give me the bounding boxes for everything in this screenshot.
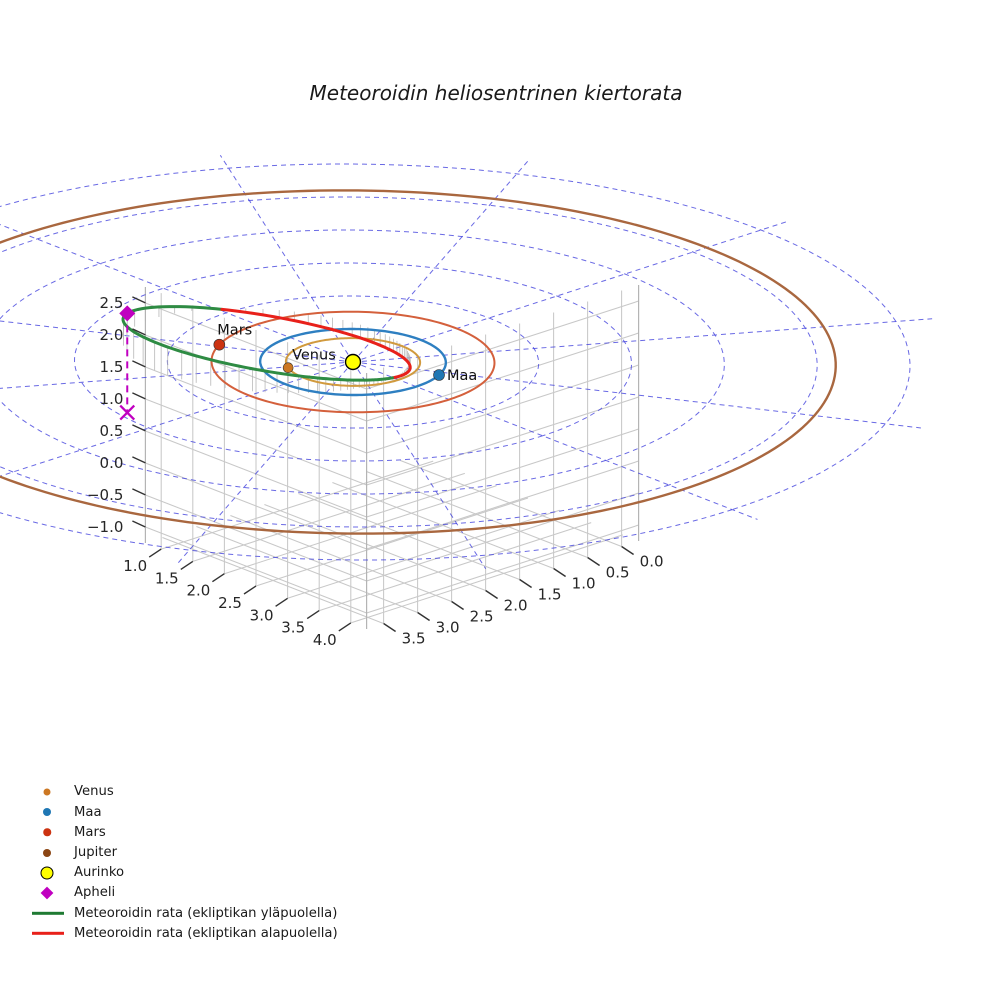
legend-marker-icon	[30, 863, 74, 883]
z-tick-2.0: 2.0	[100, 326, 124, 344]
z-tick--0.5: −0.5	[87, 486, 123, 504]
legend-item-maa[interactable]: Maa	[30, 802, 370, 822]
legend-item-mars[interactable]: Mars	[30, 822, 370, 842]
legend-marker-icon	[30, 802, 74, 822]
x-tick-2.5: 2.5	[218, 594, 242, 612]
y-tick-3.5: 3.5	[402, 630, 426, 648]
legend-marker-icon	[30, 903, 74, 923]
legend-marker-icon	[30, 883, 74, 903]
x-tick-3.0: 3.0	[250, 606, 274, 624]
legend-item-label: Mars	[74, 824, 106, 840]
x-tick-1.0: 1.0	[123, 557, 147, 575]
z-tick-1.5: 1.5	[100, 358, 124, 376]
legend-item-venus[interactable]: Venus	[30, 782, 370, 802]
planet-marker-venus	[282, 362, 294, 373]
legend-item-label: Meteoroidin rata (ekliptikan alapuolella…	[74, 925, 338, 941]
x-tick-4.0: 4.0	[313, 631, 337, 649]
legend-item-label: Maa	[74, 804, 102, 820]
aphelion-marker	[119, 305, 136, 421]
y-tick-1.0: 1.0	[572, 575, 596, 593]
legend-item-meteoroidin[interactable]: Meteoroidin rata (ekliptikan yläpuolella…	[30, 903, 370, 923]
z-tick-1.0: 1.0	[100, 390, 124, 408]
legend-marker-icon	[30, 923, 74, 943]
x-tick-1.5: 1.5	[155, 569, 179, 587]
legend-item-aurinko[interactable]: Aurinko	[30, 863, 370, 883]
legend-item-label: Jupiter	[74, 845, 117, 861]
z-tick-0.0: 0.0	[100, 454, 124, 472]
sun-marker	[344, 353, 362, 371]
legend-item-label: Aurinko	[74, 865, 125, 881]
y-tick-2.5: 2.5	[470, 608, 494, 626]
legend-item-label: Apheli	[74, 885, 116, 901]
legend-item-label: Venus	[74, 784, 114, 800]
y-tick-1.5: 1.5	[538, 586, 562, 604]
y-tick-2.0: 2.0	[504, 597, 528, 615]
x-tick-3.5: 3.5	[281, 619, 305, 637]
legend-marker-icon	[30, 843, 74, 863]
z-tick-0.5: 0.5	[100, 422, 124, 440]
planet-markers: Mars Venus Maa	[213, 323, 477, 384]
body-label-mars: Mars	[217, 323, 252, 339]
body-label-venus: Venus	[292, 348, 336, 364]
legend-marker-icon	[30, 782, 74, 802]
z-tick-2.5: 2.5	[100, 294, 124, 312]
planet-marker-maa	[433, 369, 445, 381]
y-tick-3.0: 3.0	[436, 619, 460, 637]
x-tick-2.0: 2.0	[186, 582, 210, 600]
legend-item-meteoroidin[interactable]: Meteoroidin rata (ekliptikan alapuolella…	[30, 923, 370, 943]
planet-marker-mars	[213, 338, 226, 351]
polar-grid	[0, 154, 933, 570]
legend: Venus Maa Mars Jupiter Aurinko Apheli Meteoroi…	[30, 782, 370, 944]
y-tick-0.5: 0.5	[606, 564, 630, 582]
legend-item-label: Meteoroidin rata (ekliptikan yläpuolella…	[74, 905, 338, 921]
y-tick-0.0: 0.0	[640, 553, 664, 571]
planet-orbits	[0, 189, 837, 535]
axis-ticks: 2.5 2.0 1.5 1.0 0.5 0.0 −0.5 −1.0 1.0 1.5 2.0 2.5 3.…	[87, 294, 664, 649]
page-title: Meteoroidin heliosentrinen kiertorata	[310, 81, 683, 105]
z-tick--1.0: −1.0	[87, 518, 123, 536]
body-label-maa: Maa	[447, 368, 477, 384]
legend-item-apheli[interactable]: Apheli	[30, 883, 370, 903]
legend-item-jupiter[interactable]: Jupiter	[30, 843, 370, 863]
legend-marker-icon	[30, 822, 74, 842]
